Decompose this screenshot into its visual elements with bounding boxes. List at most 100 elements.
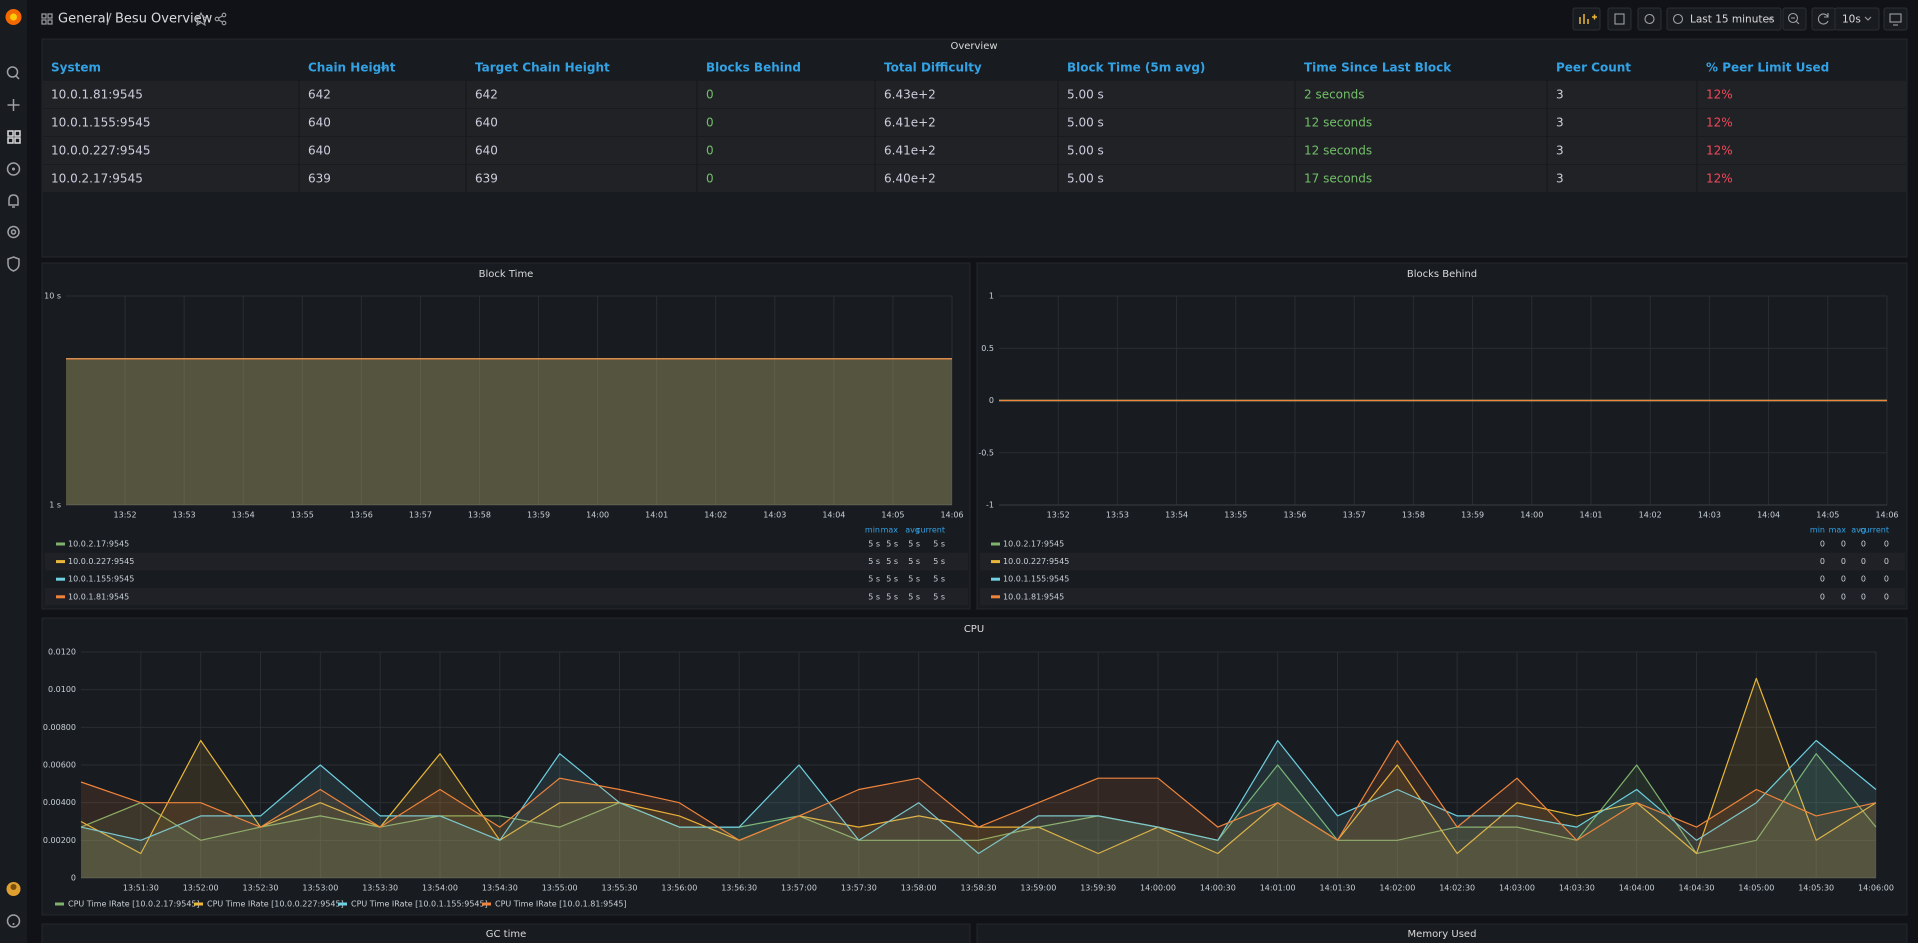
legend-label[interactable]: 10.0.2.17:9545 <box>1003 540 1064 549</box>
table-cell: 640 <box>308 116 331 130</box>
x-tick-label: 13:59:30 <box>1080 884 1116 893</box>
y-tick-label: 0.00400 <box>43 798 76 807</box>
column-header[interactable]: % Peer Limit Used <box>1706 61 1829 75</box>
legend-label[interactable]: 10.0.0.227:9545 <box>1003 557 1069 566</box>
x-tick-label: 13:52:00 <box>183 884 219 893</box>
x-tick-label: 13:54 <box>1165 511 1188 520</box>
legend-label[interactable]: CPU Time IRate [10.0.0.227:9545] <box>207 900 344 909</box>
x-tick-label: 13:58 <box>468 511 491 520</box>
legend-label[interactable]: CPU Time IRate [10.0.2.17:9545] <box>68 900 200 909</box>
legend-value: 0 <box>1820 592 1825 601</box>
time-range: Last 15 minutes <box>1690 14 1774 26</box>
table-cell: 12 seconds <box>1304 116 1372 130</box>
x-tick-label: 13:57 <box>1343 511 1366 520</box>
y-tick-label: 0 <box>71 874 76 883</box>
legend-value: 0 <box>1820 557 1825 566</box>
table-cell: 12 seconds <box>1304 144 1372 158</box>
table-cell: 3 <box>1556 172 1564 186</box>
legend-value: 0 <box>1820 575 1825 584</box>
legend-swatch <box>55 903 64 906</box>
column-header[interactable]: Total Difficulty <box>884 61 982 75</box>
x-tick-label: 14:01:30 <box>1320 884 1356 893</box>
legend-swatch <box>56 578 65 581</box>
x-tick-label: 14:02 <box>704 511 727 520</box>
table-cell: 0 <box>706 88 714 102</box>
legend-value: 0 <box>1861 540 1866 549</box>
legend-value: 0 <box>1884 592 1889 601</box>
legend-value: 0 <box>1841 592 1846 601</box>
legend-value: 5 s <box>868 557 880 566</box>
legend-value: 5 s <box>886 557 898 566</box>
x-tick-label: 13:59 <box>527 511 550 520</box>
x-tick-label: 13:59 <box>1461 511 1484 520</box>
legend-column-header: current <box>1860 526 1889 535</box>
column-header[interactable]: Peer Count <box>1556 61 1631 75</box>
series-area <box>66 359 952 505</box>
x-tick-label: 13:55:30 <box>602 884 638 893</box>
x-tick-label: 14:04 <box>822 511 845 520</box>
legend-column-header: current <box>916 526 945 535</box>
breadcrumb: General Besu Overview <box>42 12 226 27</box>
column-header[interactable]: Blocks Behind <box>706 61 801 75</box>
legend-label[interactable]: 10.0.1.155:9545 <box>68 575 134 584</box>
column-header[interactable]: Target Chain Height <box>475 61 610 75</box>
legend-value: 5 s <box>933 557 945 566</box>
table-cell: 642 <box>308 88 331 102</box>
x-tick-label: 14:03:00 <box>1499 884 1535 893</box>
x-tick-label: 14:00:00 <box>1140 884 1176 893</box>
legend-column-header: max <box>1829 526 1847 535</box>
legend-value: 0 <box>1861 557 1866 566</box>
x-tick-label: 13:56:00 <box>661 884 697 893</box>
x-tick-label: 13:55:00 <box>542 884 578 893</box>
column-header[interactable]: Block Time (5m avg) <box>1067 61 1205 75</box>
folder-link[interactable]: General <box>58 12 109 27</box>
legend-swatch <box>194 903 203 906</box>
legend-column-header: max <box>881 526 899 535</box>
user-avatar[interactable] <box>7 882 21 896</box>
legend-label[interactable]: 10.0.1.81:9545 <box>68 592 129 601</box>
x-tick-label: 14:04:30 <box>1679 884 1715 893</box>
legend-label[interactable]: CPU Time IRate [10.0.1.155:9545] <box>351 900 488 909</box>
legend-label[interactable]: 10.0.1.155:9545 <box>1003 575 1069 584</box>
legend-value: 5 s <box>868 592 880 601</box>
x-tick-label: 14:06 <box>1875 511 1898 520</box>
legend-label[interactable]: CPU Time IRate [10.0.1.81:9545] <box>495 900 627 909</box>
column-header[interactable]: Time Since Last Block <box>1304 61 1452 75</box>
x-tick-label: 13:52:30 <box>243 884 279 893</box>
x-tick-label: 14:01 <box>1579 511 1602 520</box>
settings-button[interactable] <box>1638 8 1661 30</box>
refresh-button[interactable] <box>1812 8 1835 30</box>
legend-swatch <box>56 595 65 598</box>
y-tick-label: 1 <box>989 292 994 301</box>
column-header[interactable]: Chain Height <box>308 61 396 75</box>
table-cell: 6.40e+2 <box>884 172 936 186</box>
legend-swatch <box>991 560 1000 563</box>
y-tick-label: 0.5 <box>981 344 994 353</box>
legend-swatch <box>56 543 65 546</box>
panel-title: Overview <box>950 41 997 52</box>
y-tick-label: -0.5 <box>978 448 994 457</box>
legend-label[interactable]: 10.0.1.81:9545 <box>1003 592 1064 601</box>
x-tick-label: 14:03 <box>763 511 786 520</box>
x-tick-label: 13:58:30 <box>961 884 997 893</box>
legend-label[interactable]: 10.0.2.17:9545 <box>68 540 129 549</box>
x-tick-label: 13:55 <box>1224 511 1247 520</box>
legend-value: 0 <box>1884 557 1889 566</box>
legend-row <box>45 588 968 606</box>
x-tick-label: 13:53 <box>173 511 196 520</box>
table-cell: 642 <box>475 88 498 102</box>
add-panel-button[interactable] <box>1573 8 1600 30</box>
legend-swatch <box>482 903 491 906</box>
logo[interactable] <box>6 9 22 25</box>
column-header[interactable]: System <box>51 61 101 75</box>
x-tick-label: 13:59:00 <box>1020 884 1056 893</box>
table-cell: 5.00 s <box>1067 88 1104 102</box>
x-tick-label: 13:53 <box>1106 511 1129 520</box>
save-button[interactable] <box>1608 8 1631 30</box>
legend-swatch <box>56 560 65 563</box>
x-tick-label: 13:53:00 <box>302 884 338 893</box>
legend-label[interactable]: 10.0.0.227:9545 <box>68 557 134 566</box>
x-tick-label: 13:54 <box>232 511 255 520</box>
tv-mode-button[interactable] <box>1884 8 1907 30</box>
zoom-out-button[interactable] <box>1783 8 1806 30</box>
